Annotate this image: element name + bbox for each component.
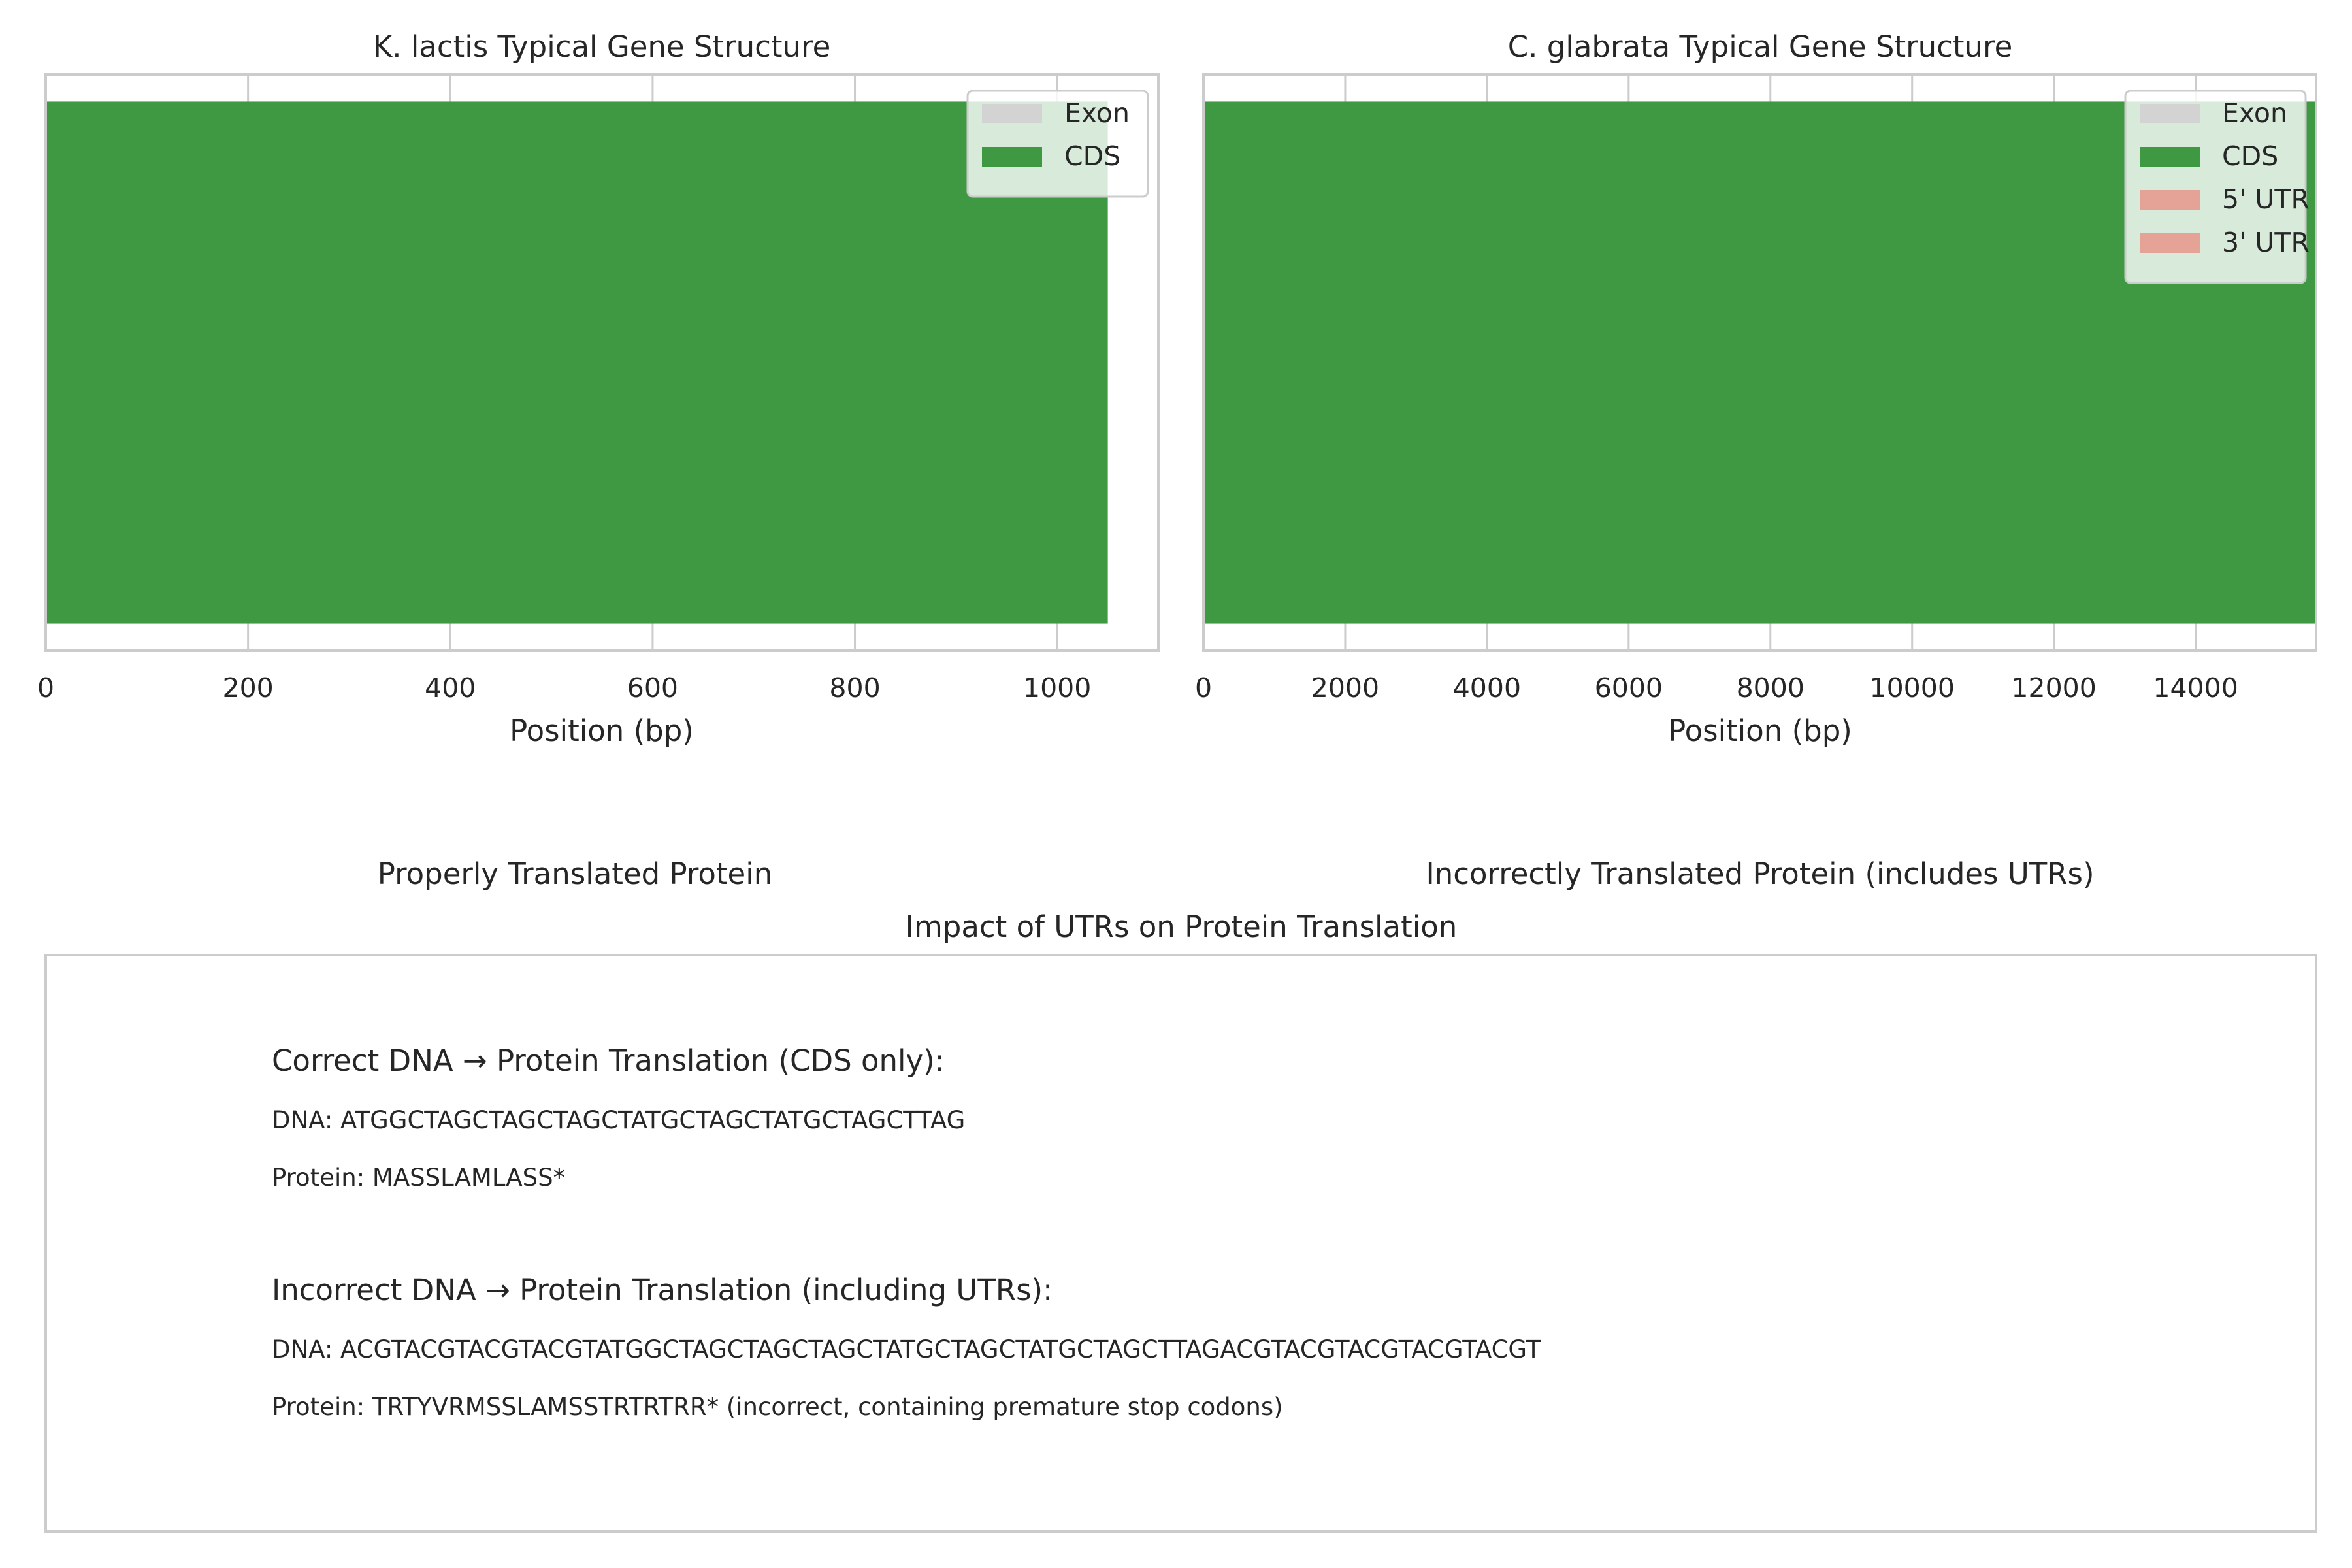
cglabrata-chart: C. glabrata Typical Gene Structure 0 2000…	[1195, 29, 2317, 748]
incorrect-heading: Incorrect DNA → Protein Translation (inc…	[272, 1273, 1053, 1307]
cglabrata-legend-swatch	[2140, 233, 2200, 253]
cglabrata-x-tick-label: 4000	[1453, 672, 1521, 704]
translation-panel: Impact of UTRs on Protein Translation Co…	[44, 909, 2317, 1533]
cglabrata-legend: Exon CDS 5' UTR 3' UTR	[2124, 90, 2310, 284]
cglabrata-plot-frame	[1202, 73, 2317, 652]
klactis-xlabel: Position (bp)	[510, 713, 694, 748]
subtitle-right: Incorrectly Translated Protein (includes…	[1426, 857, 2094, 891]
incorrect-dna: DNA: ACGTACGTACGTACGTATGGCTAGCTAGCTAGCTA…	[272, 1335, 1541, 1364]
klactis-legend-swatch	[982, 104, 1042, 123]
translation-panel-title: Impact of UTRs on Protein Translation	[906, 909, 1458, 944]
incorrect-protein: Protein: TRTYVRMSSLAMSSTRTRTRR* (incorre…	[272, 1393, 1283, 1421]
cglabrata-x-tick-label: 14000	[2153, 672, 2238, 704]
cglabrata-x-tick-label: 12000	[2011, 672, 2096, 704]
klactis-legend-swatch	[982, 147, 1042, 167]
klactis-x-ticks: 0 200 400 600 800 1000	[37, 672, 1091, 704]
cglabrata-x-tick-label: 2000	[1311, 672, 1379, 704]
klactis-legend-label: CDS	[1064, 140, 1120, 172]
correct-heading: Correct DNA → Protein Translation (CDS o…	[272, 1043, 945, 1078]
cglabrata-legend-label: CDS	[2222, 140, 2278, 172]
cglabrata-x-tick-label: 6000	[1595, 672, 1663, 704]
correct-protein: Protein: MASSLAMLASS*	[272, 1164, 565, 1192]
klactis-x-tick-label: 200	[223, 672, 274, 704]
cglabrata-legend-swatch	[2140, 190, 2200, 210]
klactis-chart: K. lactis Typical Gene Structure 0 200 400…	[37, 29, 1160, 748]
cglabrata-legend-swatch	[2140, 104, 2200, 123]
klactis-legend-label: Exon	[1064, 97, 1130, 129]
cglabrata-xlabel: Position (bp)	[1668, 713, 1852, 748]
cglabrata-chart-title: C. glabrata Typical Gene Structure	[1508, 29, 2013, 64]
klactis-x-tick-label: 600	[627, 672, 678, 704]
klactis-x-tick-label: 800	[829, 672, 880, 704]
klactis-x-tick-label: 1000	[1023, 672, 1091, 704]
cglabrata-x-ticks: 0 2000 4000 6000 8000 10000 12000 14000	[1195, 672, 2238, 704]
subtitle-left: Properly Translated Protein	[378, 857, 773, 891]
cglabrata-legend-swatch	[2140, 147, 2200, 167]
klactis-bar-cds	[46, 101, 1108, 624]
cglabrata-x-tick-label: 10000	[1869, 672, 1954, 704]
correct-dna: DNA: ATGGCTAGCTAGCTAGCTATGCTAGCTATGCTAGC…	[272, 1106, 965, 1134]
cglabrata-legend-label: 3' UTR	[2222, 227, 2310, 258]
klactis-x-tick-label: 0	[37, 672, 54, 704]
klactis-chart-title: K. lactis Typical Gene Structure	[373, 29, 831, 64]
klactis-bars	[46, 101, 1108, 624]
translation-panel-frame	[44, 954, 2317, 1533]
klactis-plot-frame	[44, 73, 1160, 652]
klactis-x-tick-label: 400	[425, 672, 476, 704]
klactis-legend: Exon CDS	[966, 90, 1149, 198]
cglabrata-legend-label: 5' UTR	[2222, 184, 2310, 215]
cglabrata-legend-label: Exon	[2222, 97, 2287, 129]
cglabrata-x-tick-label: 0	[1195, 672, 1212, 704]
cglabrata-x-tick-label: 8000	[1737, 672, 1805, 704]
